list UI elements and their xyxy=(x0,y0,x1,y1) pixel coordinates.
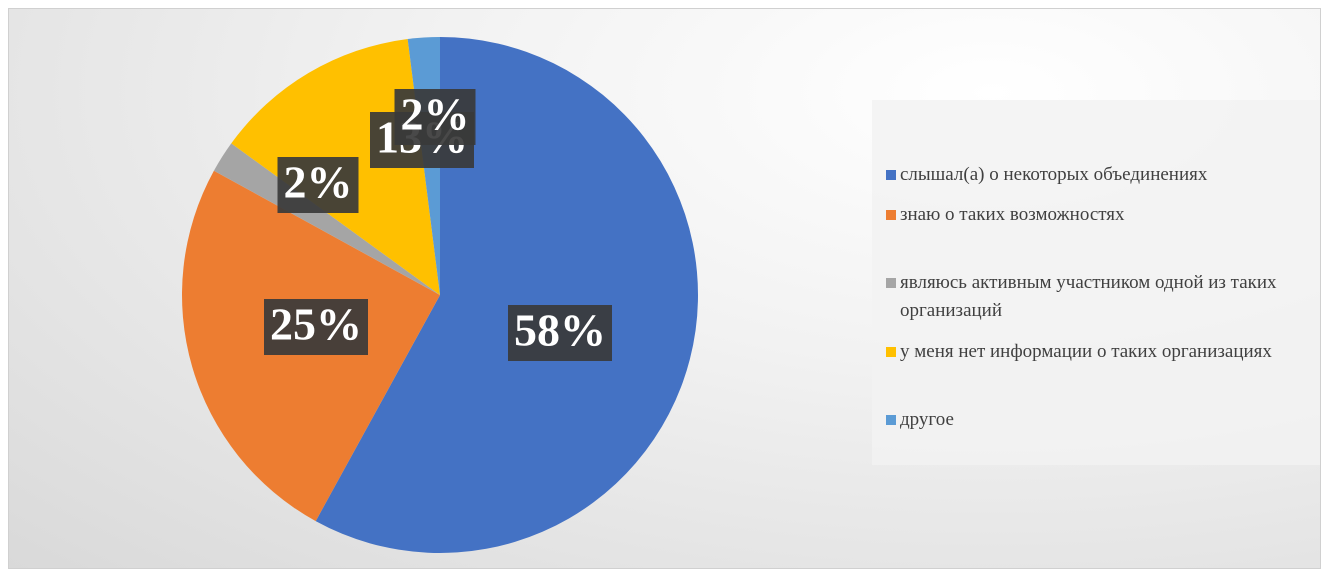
data-label-text: 58% xyxy=(514,305,606,356)
data-label: 58% xyxy=(508,305,612,361)
legend: слышал(а) о некоторых объединениях знаю о… xyxy=(872,100,1320,465)
legend-label: знаю о таких возможностях xyxy=(900,204,1125,225)
legend-label: у меня нет информации о таких организаци… xyxy=(900,341,1272,362)
legend-item: другое xyxy=(886,406,1320,434)
data-label: 2% xyxy=(277,157,359,213)
legend-swatch xyxy=(886,210,896,220)
data-label-box xyxy=(508,305,612,361)
legend-swatch xyxy=(886,278,896,288)
data-label-text: 25% xyxy=(270,299,362,350)
data-label-text: 2% xyxy=(284,157,353,208)
legend-item: у меня нет информации о таких организаци… xyxy=(886,338,1320,366)
pie-slice xyxy=(315,37,698,553)
legend-swatch xyxy=(886,415,896,425)
legend-swatch xyxy=(886,170,896,180)
data-label-text: 2% xyxy=(401,89,470,140)
legend-item: являюсь активным участником одной из так… xyxy=(886,269,1320,325)
data-label-box xyxy=(277,157,359,213)
legend-item: знаю о таких возможностях xyxy=(886,201,1320,229)
legend-label: слышал(а) о некоторых объединениях xyxy=(900,164,1208,185)
data-label-box xyxy=(394,89,476,145)
data-label-box xyxy=(264,299,368,355)
legend-item: слышал(а) о некоторых объединениях xyxy=(886,161,1320,189)
data-label: 2% xyxy=(394,89,476,145)
legend-label: являюсь активным участником одной из так… xyxy=(900,272,1277,321)
data-label: 25% xyxy=(264,299,368,355)
pie-slice xyxy=(213,143,440,295)
legend-swatch xyxy=(886,347,896,357)
legend-label: другое xyxy=(900,409,954,430)
